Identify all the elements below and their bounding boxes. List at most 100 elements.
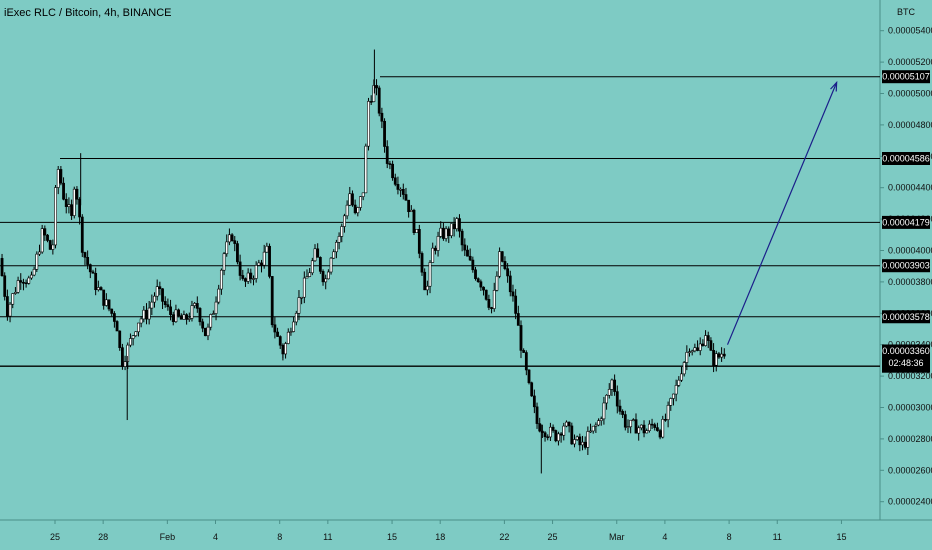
candle	[401, 183, 405, 200]
candle-body	[482, 286, 485, 291]
candle-body	[193, 303, 197, 306]
level-price-label-bg	[882, 151, 930, 165]
candle-body	[722, 353, 726, 357]
candle-body	[11, 293, 15, 305]
candle-body	[618, 405, 622, 412]
candle	[637, 425, 641, 441]
time-tick-label: 8	[277, 532, 282, 542]
price-tick-label: 0.00005000	[888, 89, 932, 99]
candle-body	[123, 361, 127, 367]
candle	[431, 242, 435, 263]
time-tick-label: 22	[499, 532, 509, 542]
candle	[356, 206, 360, 217]
candle-body	[75, 188, 79, 200]
time-tick-label: 11	[323, 532, 332, 542]
candle	[399, 187, 403, 197]
candle	[268, 243, 271, 279]
candle-body	[706, 335, 710, 341]
candle	[169, 299, 172, 321]
time-tick-label: 25	[50, 532, 60, 542]
candle-body	[591, 425, 595, 432]
candle	[503, 256, 507, 271]
candle-body	[701, 343, 705, 346]
candle	[589, 423, 592, 433]
candle-body	[337, 236, 341, 243]
candle-body	[24, 282, 28, 285]
candle	[674, 379, 678, 402]
candle	[155, 279, 159, 301]
candle-body	[431, 247, 435, 263]
candle	[337, 232, 341, 250]
candle-body	[14, 292, 17, 294]
candle	[43, 225, 47, 242]
candle	[369, 95, 373, 106]
candle-body	[626, 426, 630, 429]
candle	[318, 256, 322, 274]
candle	[19, 273, 23, 290]
candle	[516, 305, 520, 326]
candle-body	[70, 204, 73, 216]
candle-body	[492, 289, 496, 309]
candle-body	[682, 362, 686, 375]
candle	[618, 399, 622, 415]
candle	[543, 431, 547, 442]
candle-body	[326, 271, 330, 280]
candle	[623, 410, 627, 431]
candle	[126, 342, 130, 369]
candle	[650, 418, 654, 429]
candle-body	[51, 244, 55, 250]
candle	[270, 276, 274, 328]
candle-body	[305, 276, 309, 279]
candle	[246, 268, 250, 285]
candle-body	[72, 188, 76, 216]
candle-body	[142, 309, 146, 320]
candle-body	[174, 309, 178, 322]
candle	[527, 369, 531, 385]
candle-body	[206, 326, 210, 337]
candle	[225, 234, 229, 257]
time-tick-label: 8	[727, 532, 732, 542]
candle-body	[310, 260, 314, 274]
candle	[615, 385, 619, 414]
candle-body	[511, 291, 515, 297]
candle	[559, 432, 563, 443]
candle	[444, 226, 448, 242]
candle	[278, 335, 282, 350]
candle	[586, 426, 590, 456]
candle	[115, 320, 119, 332]
candle-body	[575, 436, 579, 440]
candle	[591, 425, 595, 434]
candle	[121, 343, 124, 370]
candle-body	[498, 251, 501, 277]
candle	[166, 298, 170, 311]
candle-body	[203, 327, 207, 337]
candle	[685, 345, 689, 371]
candle-body	[284, 343, 287, 355]
candle-body	[476, 278, 480, 283]
candle	[647, 420, 651, 433]
candle-body	[324, 278, 328, 283]
candle-body	[656, 427, 659, 431]
candle-body	[308, 272, 312, 277]
candle-body	[316, 248, 320, 258]
candle-body	[195, 303, 199, 309]
candle-body	[551, 426, 555, 431]
candle-body	[155, 286, 159, 297]
candle-body	[302, 277, 306, 298]
candle	[471, 256, 475, 273]
countdown-label-text: 02:48:36	[888, 358, 923, 368]
candle	[706, 331, 710, 349]
candle	[326, 269, 330, 280]
candle	[59, 165, 63, 186]
candle	[607, 383, 611, 399]
candle-body	[607, 389, 611, 396]
candle-body	[233, 240, 237, 244]
candle-body	[399, 188, 403, 191]
candle	[203, 327, 207, 337]
candle-body	[522, 350, 526, 353]
candle	[642, 420, 646, 438]
candle-body	[171, 314, 175, 322]
candle	[407, 199, 411, 218]
